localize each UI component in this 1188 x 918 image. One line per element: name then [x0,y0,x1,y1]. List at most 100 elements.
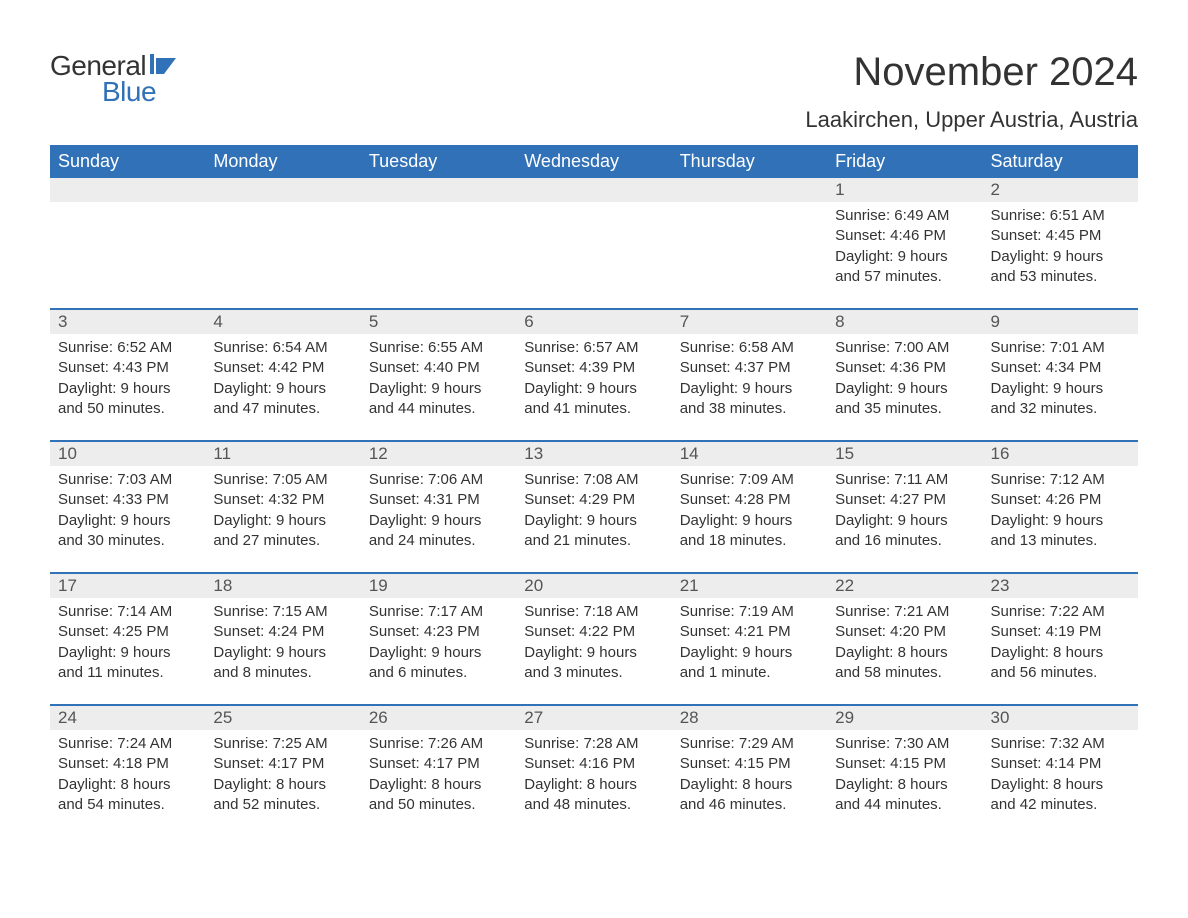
daylight1-text: Daylight: 8 hours [991,643,1130,663]
daylight2-text: and 46 minutes. [680,795,819,815]
day-cell: 29Sunrise: 7:30 AMSunset: 4:15 PMDayligh… [827,706,982,836]
day-content: Sunrise: 6:52 AMSunset: 4:43 PMDaylight:… [50,334,205,427]
sunrise-text: Sunrise: 7:01 AM [991,338,1130,358]
daylight2-text: and 41 minutes. [524,399,663,419]
day-number: 1 [827,178,982,202]
day-number: 7 [672,310,827,334]
day-number: 20 [516,574,671,598]
day-content: Sunrise: 7:05 AMSunset: 4:32 PMDaylight:… [205,466,360,559]
sunrise-text: Sunrise: 7:00 AM [835,338,974,358]
day-number: 4 [205,310,360,334]
day-content: Sunrise: 6:55 AMSunset: 4:40 PMDaylight:… [361,334,516,427]
day-number: 23 [983,574,1138,598]
daylight2-text: and 27 minutes. [213,531,352,551]
daylight1-text: Daylight: 9 hours [991,379,1130,399]
daylight2-text: and 50 minutes. [369,795,508,815]
daylight2-text: and 44 minutes. [369,399,508,419]
daylight2-text: and 58 minutes. [835,663,974,683]
daylight2-text: and 8 minutes. [213,663,352,683]
day-cell [361,178,516,308]
day-content: Sunrise: 6:58 AMSunset: 4:37 PMDaylight:… [672,334,827,427]
sunrise-text: Sunrise: 7:15 AM [213,602,352,622]
sunset-text: Sunset: 4:29 PM [524,490,663,510]
day-header: Tuesday [361,145,516,178]
day-cell: 9Sunrise: 7:01 AMSunset: 4:34 PMDaylight… [983,310,1138,440]
daylight2-text: and 21 minutes. [524,531,663,551]
day-content: Sunrise: 7:03 AMSunset: 4:33 PMDaylight:… [50,466,205,559]
title-block: November 2024 Laakirchen, Upper Austria,… [805,50,1138,133]
day-cell: 13Sunrise: 7:08 AMSunset: 4:29 PMDayligh… [516,442,671,572]
day-header: Saturday [983,145,1138,178]
daylight2-text: and 47 minutes. [213,399,352,419]
daylight2-text: and 6 minutes. [369,663,508,683]
daylight2-text: and 53 minutes. [991,267,1130,287]
day-cell: 17Sunrise: 7:14 AMSunset: 4:25 PMDayligh… [50,574,205,704]
day-number: 18 [205,574,360,598]
sunrise-text: Sunrise: 7:32 AM [991,734,1130,754]
sunset-text: Sunset: 4:17 PM [213,754,352,774]
daylight1-text: Daylight: 8 hours [835,643,974,663]
day-content: Sunrise: 7:06 AMSunset: 4:31 PMDaylight:… [361,466,516,559]
day-number: 19 [361,574,516,598]
sunset-text: Sunset: 4:43 PM [58,358,197,378]
daylight1-text: Daylight: 8 hours [835,775,974,795]
day-number: 8 [827,310,982,334]
day-cell: 1Sunrise: 6:49 AMSunset: 4:46 PMDaylight… [827,178,982,308]
week-row: 17Sunrise: 7:14 AMSunset: 4:25 PMDayligh… [50,572,1138,704]
day-cell: 6Sunrise: 6:57 AMSunset: 4:39 PMDaylight… [516,310,671,440]
day-number: 10 [50,442,205,466]
day-number: 26 [361,706,516,730]
day-number: 5 [361,310,516,334]
daylight2-text: and 30 minutes. [58,531,197,551]
day-number: 6 [516,310,671,334]
sunset-text: Sunset: 4:22 PM [524,622,663,642]
sunset-text: Sunset: 4:25 PM [58,622,197,642]
daylight1-text: Daylight: 8 hours [524,775,663,795]
sunset-text: Sunset: 4:15 PM [680,754,819,774]
daylight1-text: Daylight: 9 hours [835,379,974,399]
daylight2-text: and 13 minutes. [991,531,1130,551]
day-content: Sunrise: 6:51 AMSunset: 4:45 PMDaylight:… [983,202,1138,295]
day-cell: 12Sunrise: 7:06 AMSunset: 4:31 PMDayligh… [361,442,516,572]
sunrise-text: Sunrise: 7:17 AM [369,602,508,622]
day-cell: 11Sunrise: 7:05 AMSunset: 4:32 PMDayligh… [205,442,360,572]
day-header-row: SundayMondayTuesdayWednesdayThursdayFrid… [50,145,1138,178]
day-cell: 24Sunrise: 7:24 AMSunset: 4:18 PMDayligh… [50,706,205,836]
day-cell: 5Sunrise: 6:55 AMSunset: 4:40 PMDaylight… [361,310,516,440]
sunrise-text: Sunrise: 7:24 AM [58,734,197,754]
day-content: Sunrise: 7:11 AMSunset: 4:27 PMDaylight:… [827,466,982,559]
day-content: Sunrise: 7:01 AMSunset: 4:34 PMDaylight:… [983,334,1138,427]
location-subtitle: Laakirchen, Upper Austria, Austria [805,107,1138,133]
daylight2-text: and 32 minutes. [991,399,1130,419]
sunset-text: Sunset: 4:19 PM [991,622,1130,642]
daylight2-text: and 18 minutes. [680,531,819,551]
day-content: Sunrise: 7:28 AMSunset: 4:16 PMDaylight:… [516,730,671,823]
sunrise-text: Sunrise: 7:09 AM [680,470,819,490]
day-cell [516,178,671,308]
sunrise-text: Sunrise: 7:08 AM [524,470,663,490]
day-cell: 18Sunrise: 7:15 AMSunset: 4:24 PMDayligh… [205,574,360,704]
daylight1-text: Daylight: 8 hours [991,775,1130,795]
day-content: Sunrise: 7:14 AMSunset: 4:25 PMDaylight:… [50,598,205,691]
day-cell: 8Sunrise: 7:00 AMSunset: 4:36 PMDaylight… [827,310,982,440]
daylight2-text: and 38 minutes. [680,399,819,419]
sunrise-text: Sunrise: 6:52 AM [58,338,197,358]
daylight1-text: Daylight: 9 hours [58,643,197,663]
sunset-text: Sunset: 4:23 PM [369,622,508,642]
sunrise-text: Sunrise: 7:11 AM [835,470,974,490]
sunset-text: Sunset: 4:16 PM [524,754,663,774]
daylight2-text: and 44 minutes. [835,795,974,815]
daylight1-text: Daylight: 9 hours [835,511,974,531]
week-row: 3Sunrise: 6:52 AMSunset: 4:43 PMDaylight… [50,308,1138,440]
week-row: 1Sunrise: 6:49 AMSunset: 4:46 PMDaylight… [50,178,1138,308]
daylight1-text: Daylight: 9 hours [213,511,352,531]
sunset-text: Sunset: 4:17 PM [369,754,508,774]
daylight2-text: and 54 minutes. [58,795,197,815]
day-content: Sunrise: 7:25 AMSunset: 4:17 PMDaylight:… [205,730,360,823]
day-cell [205,178,360,308]
day-content: Sunrise: 7:18 AMSunset: 4:22 PMDaylight:… [516,598,671,691]
day-cell: 22Sunrise: 7:21 AMSunset: 4:20 PMDayligh… [827,574,982,704]
day-cell: 4Sunrise: 6:54 AMSunset: 4:42 PMDaylight… [205,310,360,440]
day-cell: 2Sunrise: 6:51 AMSunset: 4:45 PMDaylight… [983,178,1138,308]
sunset-text: Sunset: 4:42 PM [213,358,352,378]
